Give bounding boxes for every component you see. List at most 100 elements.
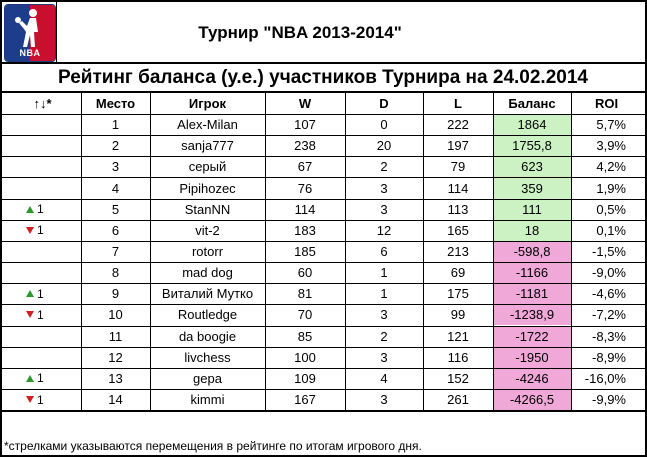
header-balance[interactable]: Баланс [508,95,556,111]
rank-change-value: 1 [37,286,44,301]
column-divider [571,92,572,411]
row-divider [0,262,647,263]
rank-change [4,347,81,368]
rank-change [4,326,81,347]
cell-d: 1 [380,286,388,302]
cell-w: 183 [294,222,316,238]
cell-balance: 359 [493,177,571,199]
cell-w: 107 [294,117,316,133]
row-divider [0,156,647,157]
header-place[interactable]: Место [95,95,136,111]
cell-balance: -1166 [493,262,571,284]
cell-roi: -7,2% [592,307,626,323]
cell-l: 213 [447,243,469,259]
cell-d: 6 [380,243,388,259]
row-divider [0,389,647,390]
cell-place: 6 [111,222,120,238]
cell-d: 2 [380,159,388,175]
header-arrows[interactable]: ↑↓* [33,95,52,111]
player-silhouette-icon [15,9,38,47]
cell-w: 114 [294,201,316,217]
cell-balance: 18 [493,219,571,241]
rank-change: 1 [4,220,81,241]
rank-change [4,262,81,283]
cell-d: 3 [380,392,388,407]
cell-l: 261 [447,392,469,407]
header-player[interactable]: Игрок [188,95,227,111]
rank-change-indicator: 1 [26,371,44,385]
cell-w: 81 [297,286,313,302]
cell-roi: -8,9% [592,349,626,365]
row-divider [0,304,647,305]
cell-w: 85 [297,328,313,344]
cell-d: 2 [380,328,388,344]
arrow-up-icon [26,290,34,298]
header-d[interactable]: D [379,95,389,111]
arrow-down-icon [26,396,34,403]
cell-l: 116 [447,349,469,365]
header-l[interactable]: L [454,95,462,111]
cell-place: 9 [111,286,120,302]
row-divider [0,347,647,348]
cell-roi: 3,9% [596,138,626,154]
header-w[interactable]: W [298,95,312,111]
column-divider [150,92,151,411]
row-divider [0,368,647,369]
cell-place: 14 [108,392,123,407]
cell-w: 67 [297,159,313,175]
cell-d: 0 [380,117,388,133]
rank-change-value: 1 [37,392,44,407]
column-divider [265,92,266,411]
cell-l: 99 [450,307,466,323]
row-divider [0,220,647,221]
rank-change [4,135,81,156]
column-divider [423,92,424,411]
cell-d: 3 [380,201,388,217]
header-roi[interactable]: ROI [594,95,619,111]
row-divider [0,326,647,327]
rank-change: 1 [4,304,81,325]
page-title: Турнир "NBA 2013-2014" [198,23,402,42]
cell-l: 69 [450,265,466,281]
cell-player: серый [188,159,227,175]
cell-player: StanNN [184,201,231,217]
column-divider [81,92,82,411]
cell-w: 70 [297,307,313,323]
arrow-down-icon [26,311,34,319]
rank-change: 1 [4,199,81,220]
cell-place: 10 [108,307,123,323]
cell-balance: -1950 [493,346,571,368]
cell-place: 11 [108,328,123,344]
cell-roi: -1,5% [592,243,626,259]
cell-w: 167 [294,392,316,407]
row-divider [0,283,647,284]
row-divider [0,135,647,136]
cell-player: vit-2 [195,222,220,238]
cell-place: 8 [111,265,120,281]
cell-l: 121 [447,328,469,344]
nba-logo: NBA [4,4,56,62]
cell-balance: -4246 [493,367,571,389]
row-divider [0,199,647,200]
rank-change-indicator: 1 [26,223,44,237]
cell-place: 3 [111,159,120,175]
rank-change-value: 1 [37,202,44,217]
rank-change [4,114,81,135]
cell-w: 185 [294,243,316,259]
cell-l: 152 [447,370,469,386]
rank-change [4,177,81,198]
row-divider [0,114,647,115]
frame-top [0,0,647,2]
cell-roi: -4,6% [592,286,626,302]
cell-balance: 111 [493,198,571,220]
cell-roi: -9,9% [592,392,626,407]
logo-text: NBA [19,48,41,58]
rank-change: 1 [4,389,81,410]
footnote: *стрелками указываются перемещения в рей… [4,438,422,453]
cell-balance: -1181 [493,283,571,305]
table-bottom-line [0,410,647,412]
cell-player: Routledge [177,307,238,323]
column-divider [345,92,346,411]
cell-d: 3 [380,307,388,323]
